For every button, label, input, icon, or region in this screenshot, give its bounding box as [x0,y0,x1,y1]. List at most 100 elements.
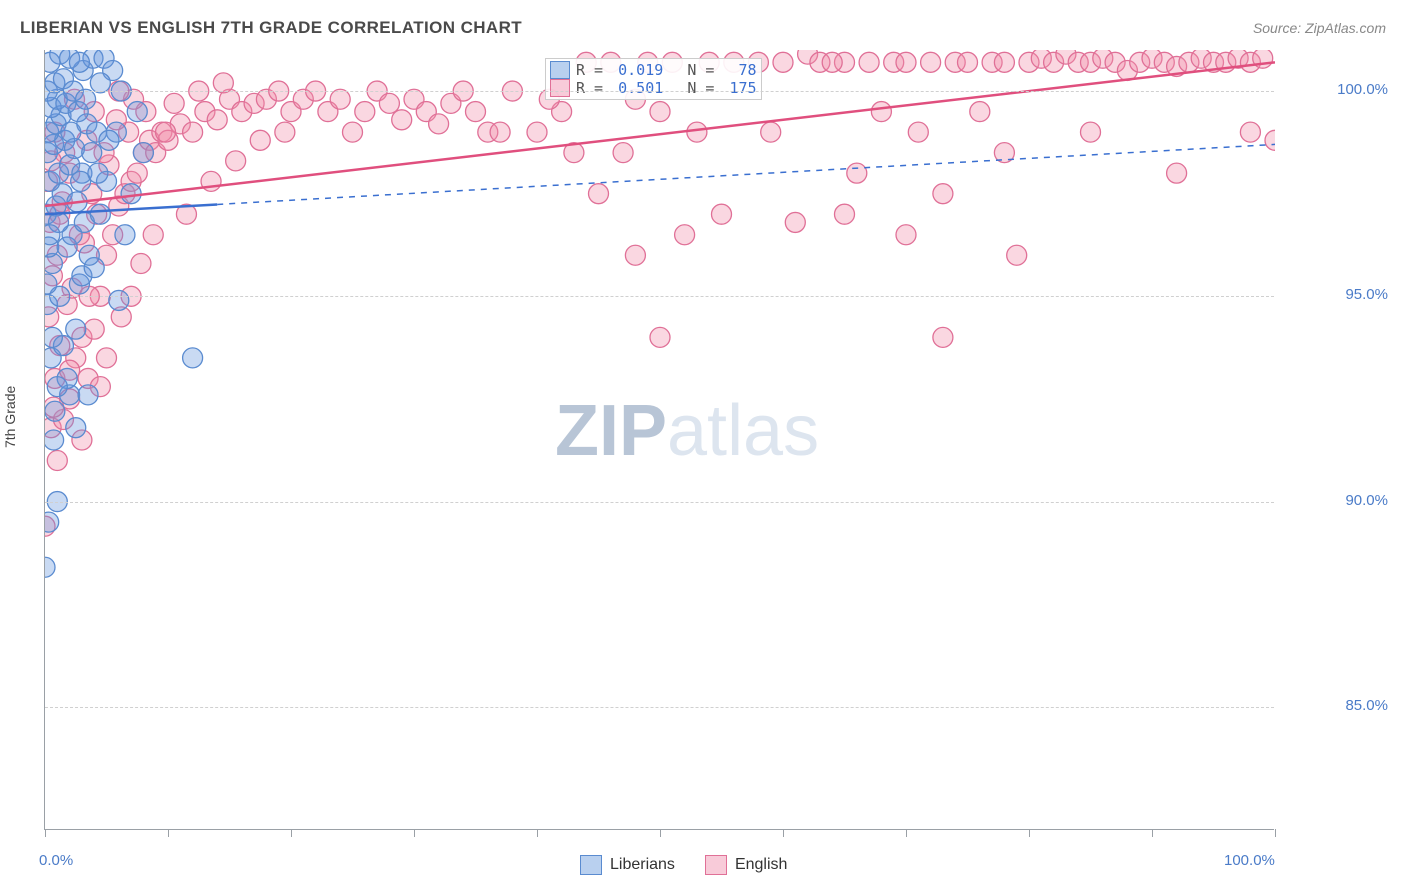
point-liberians [82,143,102,163]
point-english [1081,122,1101,142]
legend-label: Liberians [610,856,675,874]
y-axis-label: 7th Grade [2,386,18,448]
x-tick [783,829,784,837]
scatter-svg [45,50,1275,830]
plot-area: ZIPatlas R = 0.019 N = 78R = 0.501 N = 1… [44,50,1274,830]
point-english [994,52,1014,72]
point-english [847,163,867,183]
point-english [250,130,270,150]
point-english [429,114,449,134]
point-english [773,52,793,72]
n-value: 175 [729,79,756,97]
legend-swatch [705,855,727,875]
legend-swatch [550,61,570,79]
point-english [1007,245,1027,265]
point-english [589,184,609,204]
n-label: N = [669,79,723,97]
legend-item: English [705,855,787,875]
point-english [650,327,670,347]
point-english [650,102,670,122]
n-label: N = [669,61,723,79]
x-tick [168,829,169,837]
point-english [908,122,928,142]
point-liberians [45,512,59,532]
point-english [213,73,233,93]
trend-liberians-dashed [217,144,1275,204]
point-english [625,245,645,265]
point-liberians [109,290,129,310]
point-english [355,102,375,122]
point-liberians [45,225,60,245]
point-english [183,122,203,142]
point-english [127,163,147,183]
point-english [687,122,707,142]
chart-title: LIBERIAN VS ENGLISH 7TH GRADE CORRELATIO… [20,18,522,38]
x-tick-label: 0.0% [39,852,73,869]
point-english [1265,130,1275,150]
point-english [164,93,184,113]
point-english [226,151,246,171]
gridline [45,91,1274,92]
point-english [871,102,891,122]
point-english [392,110,412,130]
point-liberians [45,430,64,450]
legend-row: R = 0.501 N = 175 [550,79,757,97]
point-english [490,122,510,142]
point-liberians [121,184,141,204]
point-english [131,253,151,273]
point-english [343,122,363,142]
y-tick-label: 90.0% [1345,492,1388,509]
point-english [84,319,104,339]
point-english [970,102,990,122]
point-english [466,102,486,122]
point-english [712,204,732,224]
header: LIBERIAN VS ENGLISH 7TH GRADE CORRELATIO… [20,18,1386,38]
point-liberians [133,143,153,163]
point-liberians [90,204,110,224]
point-english [156,122,176,142]
gridline [45,707,1274,708]
point-english [933,327,953,347]
point-english [822,52,842,72]
y-tick-label: 100.0% [1337,81,1388,98]
r-label: R = [576,61,612,79]
chart-container: LIBERIAN VS ENGLISH 7TH GRADE CORRELATIO… [0,0,1406,892]
x-tick [291,829,292,837]
gridline [45,296,1274,297]
legend-swatch [580,855,602,875]
r-value: 0.019 [618,61,663,79]
x-tick [1275,829,1276,837]
x-tick [45,829,46,837]
point-liberians [45,557,55,577]
x-tick [537,829,538,837]
point-liberians [66,319,86,339]
point-english [527,122,547,142]
point-liberians [45,327,62,347]
point-liberians [47,377,67,397]
point-english [207,110,227,130]
point-english [896,52,916,72]
point-liberians [127,102,147,122]
point-english [675,225,695,245]
x-tick-label: 100.0% [1224,852,1275,869]
x-tick [906,829,907,837]
point-liberians [90,73,110,93]
n-value: 78 [729,61,756,79]
point-english [613,143,633,163]
series-legend: Liberians English [580,855,787,875]
point-liberians [115,225,135,245]
point-liberians [88,163,108,183]
correlation-legend: R = 0.019 N = 78R = 0.501 N = 175 [545,58,762,100]
point-english [785,212,805,232]
point-english [896,225,916,245]
point-english [933,184,953,204]
point-english [859,52,879,72]
point-liberians [183,348,203,368]
r-value: 0.501 [618,79,663,97]
point-english [1240,122,1260,142]
y-tick-label: 85.0% [1345,697,1388,714]
legend-label: English [735,856,787,874]
y-tick-label: 95.0% [1345,286,1388,303]
r-label: R = [576,79,612,97]
point-liberians [69,52,89,72]
